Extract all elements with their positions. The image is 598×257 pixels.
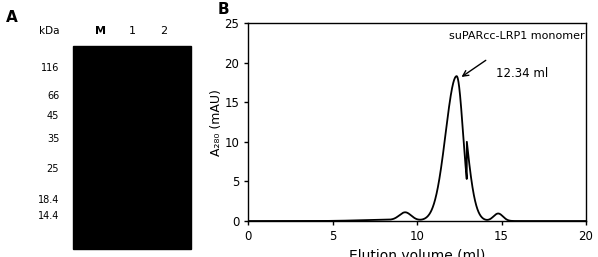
- Text: suPARcc-LRP1 monomer: suPARcc-LRP1 monomer: [449, 31, 585, 41]
- Text: M: M: [95, 26, 106, 36]
- Text: 116: 116: [41, 62, 59, 72]
- Bar: [73, 46, 191, 249]
- Text: A: A: [6, 10, 18, 25]
- Y-axis label: A₂₈₀ (mAU): A₂₈₀ (mAU): [210, 89, 223, 155]
- Text: B: B: [218, 2, 230, 17]
- Text: 18.4: 18.4: [38, 195, 59, 205]
- Text: 14.4: 14.4: [38, 211, 59, 221]
- Text: 12.34 ml: 12.34 ml: [496, 67, 548, 80]
- Text: 1: 1: [129, 26, 136, 36]
- Text: 66: 66: [47, 91, 59, 101]
- Text: 25: 25: [47, 164, 59, 174]
- Text: 45: 45: [47, 111, 59, 121]
- X-axis label: Elution volume (ml): Elution volume (ml): [349, 249, 486, 257]
- Text: kDa: kDa: [39, 26, 59, 36]
- Text: 2: 2: [160, 26, 167, 36]
- Text: 35: 35: [47, 134, 59, 144]
